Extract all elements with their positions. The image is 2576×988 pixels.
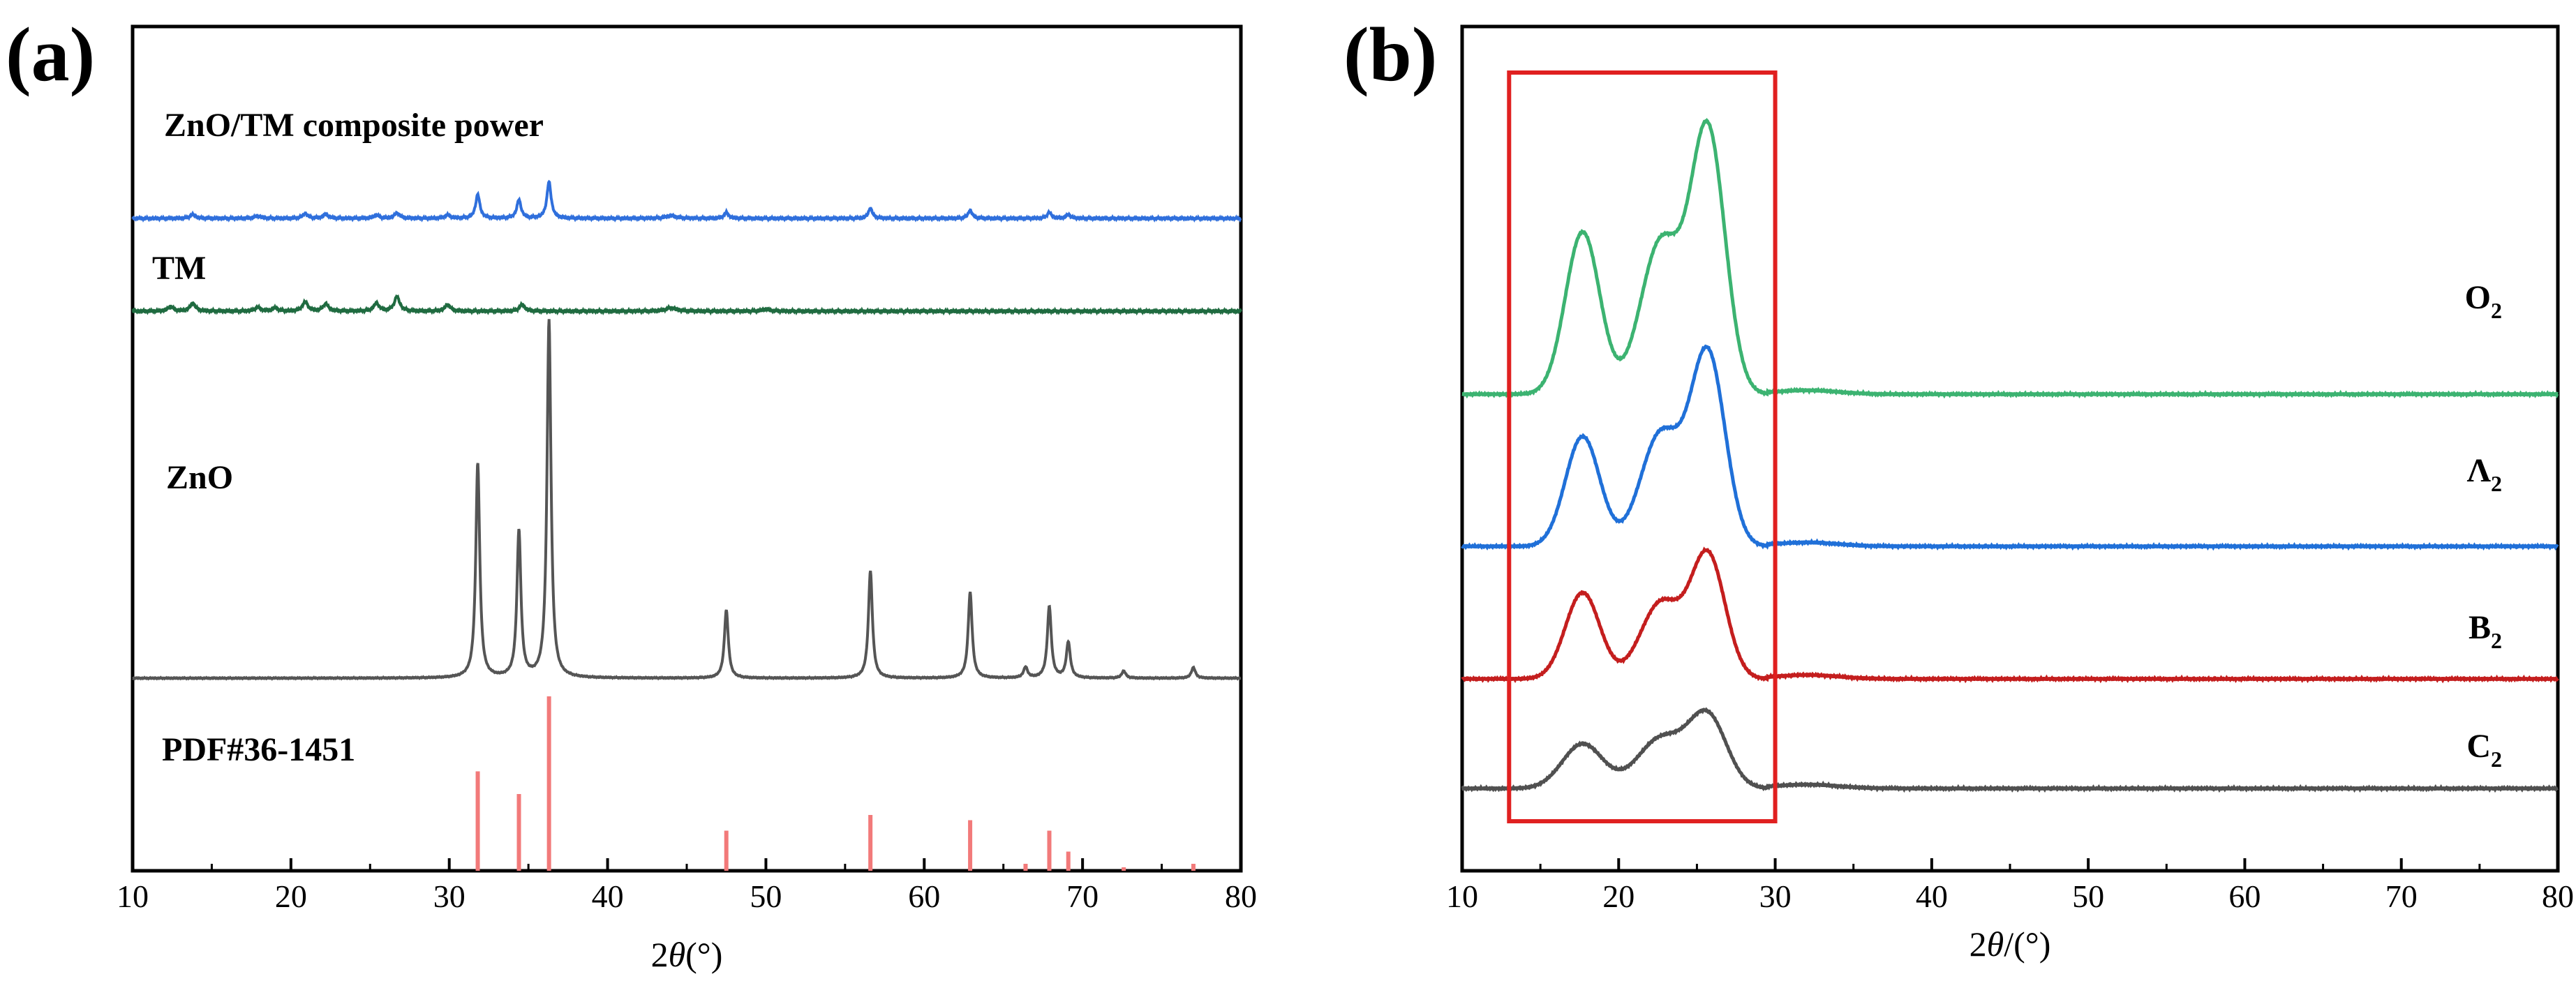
x-tick-label: 20 [1602, 878, 1635, 914]
x-tick-label: 80 [2542, 878, 2574, 914]
x-tick-label: 70 [1066, 878, 1099, 914]
x-tick-label: 60 [908, 878, 940, 914]
x-tick-label: 50 [750, 878, 782, 914]
panel-b-x-ticks: 10 20 30 40 50 60 70 80 [1446, 858, 2574, 914]
series-b2 [1461, 546, 2559, 684]
series-zno-tm-composite [131, 179, 1242, 223]
panel-b-x-axis-title: 2θ/(°) [1970, 925, 2051, 964]
highlight-box [1507, 70, 1778, 823]
label-b2: B2 [2469, 609, 2502, 653]
panel-a-label: (a) [6, 12, 95, 97]
panel-b-frame [1460, 24, 2560, 873]
label-pdf-card: PDF#36-1451 [162, 731, 355, 768]
panel-a-x-ticks: 10 20 30 40 50 60 70 80 [117, 858, 1257, 914]
panel-b: (b) 10 20 30 40 50 60 70 80 O2 Λ2 B2 C2 2θ/(°) [1343, 12, 2574, 964]
label-zno: ZnO [166, 459, 233, 496]
x-tick-label: 40 [1916, 878, 1948, 914]
label-tm: TM [152, 250, 206, 287]
x-tick-label: 30 [1759, 878, 1792, 914]
label-o2: O2 [2465, 279, 2502, 323]
x-tick-label: 10 [1446, 878, 1478, 914]
series-o2 [1461, 118, 2559, 399]
x-tick-label: 80 [1225, 878, 1257, 914]
x-tick-label: 30 [433, 878, 466, 914]
x-tick-label: 60 [2228, 878, 2261, 914]
label-c2: C2 [2466, 728, 2502, 772]
label-lambda2: Λ2 [2467, 452, 2502, 496]
series-lambda2 [1461, 344, 2559, 551]
x-tick-label: 40 [592, 878, 624, 914]
x-tick-label: 20 [275, 878, 307, 914]
label-zno-tm-composite: ZnO/TM composite power [164, 107, 544, 144]
series-c2 [1461, 707, 2559, 793]
panel-a: (a) 10 20 30 40 50 60 70 80 ZnO/TM composite po… [6, 12, 1257, 974]
panel-a-series [131, 179, 1242, 871]
x-tick-label: 10 [117, 878, 149, 914]
x-tick-label: 70 [2385, 878, 2418, 914]
panel-a-x-axis-title: 2θ(°) [651, 935, 723, 974]
series-zno [132, 319, 1242, 681]
panel-b-label: (b) [1343, 12, 1437, 97]
x-tick-label: 50 [2072, 878, 2104, 914]
panel-b-series [1461, 118, 2559, 793]
series-tm [131, 294, 1242, 316]
